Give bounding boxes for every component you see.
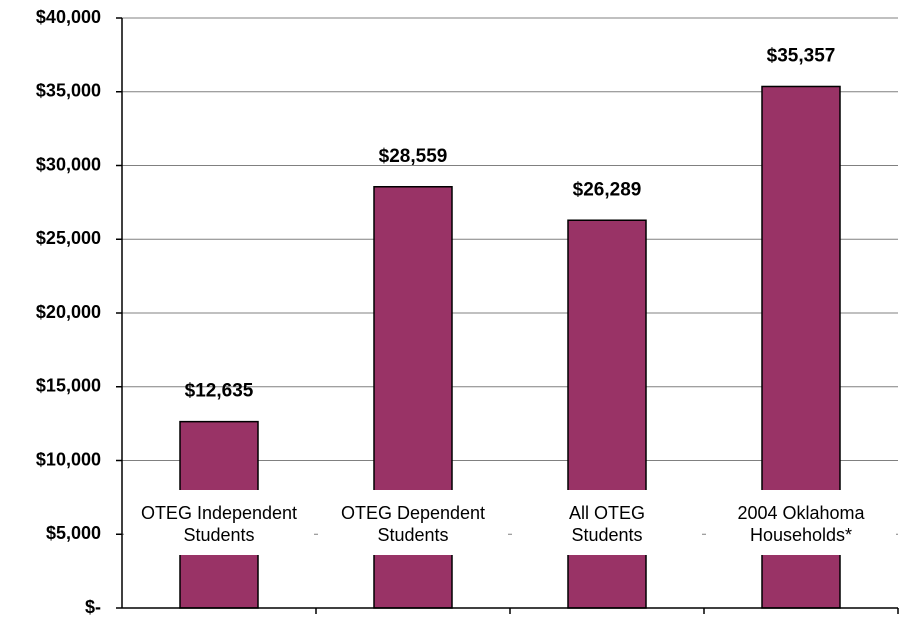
- y-tick-label: $35,000: [36, 81, 101, 101]
- y-tick-label: $30,000: [36, 154, 101, 174]
- x-label-background: [706, 490, 896, 555]
- y-tick-label: $-: [85, 597, 101, 617]
- value-label: $35,357: [767, 45, 836, 66]
- y-tick-label: $25,000: [36, 228, 101, 248]
- x-label-background: [318, 490, 508, 555]
- value-label: $28,559: [379, 146, 448, 167]
- y-tick-label: $20,000: [36, 302, 101, 322]
- y-tick-label: $10,000: [36, 449, 101, 469]
- x-tick-label: 2004 Oklahoma Households*: [737, 503, 865, 545]
- value-label: $12,635: [185, 381, 254, 402]
- x-label-background: [124, 490, 314, 555]
- x-label-background: [512, 490, 702, 555]
- y-tick-label: $5,000: [46, 523, 101, 543]
- x-tick-label: All OTEG Students: [569, 503, 645, 545]
- x-tick-label: OTEG Dependent Students: [341, 503, 485, 545]
- y-tick-label: $40,000: [36, 7, 101, 27]
- y-tick-label: $15,000: [36, 376, 101, 396]
- x-tick-label: OTEG Independent Students: [141, 503, 297, 545]
- value-label: $26,289: [573, 179, 642, 200]
